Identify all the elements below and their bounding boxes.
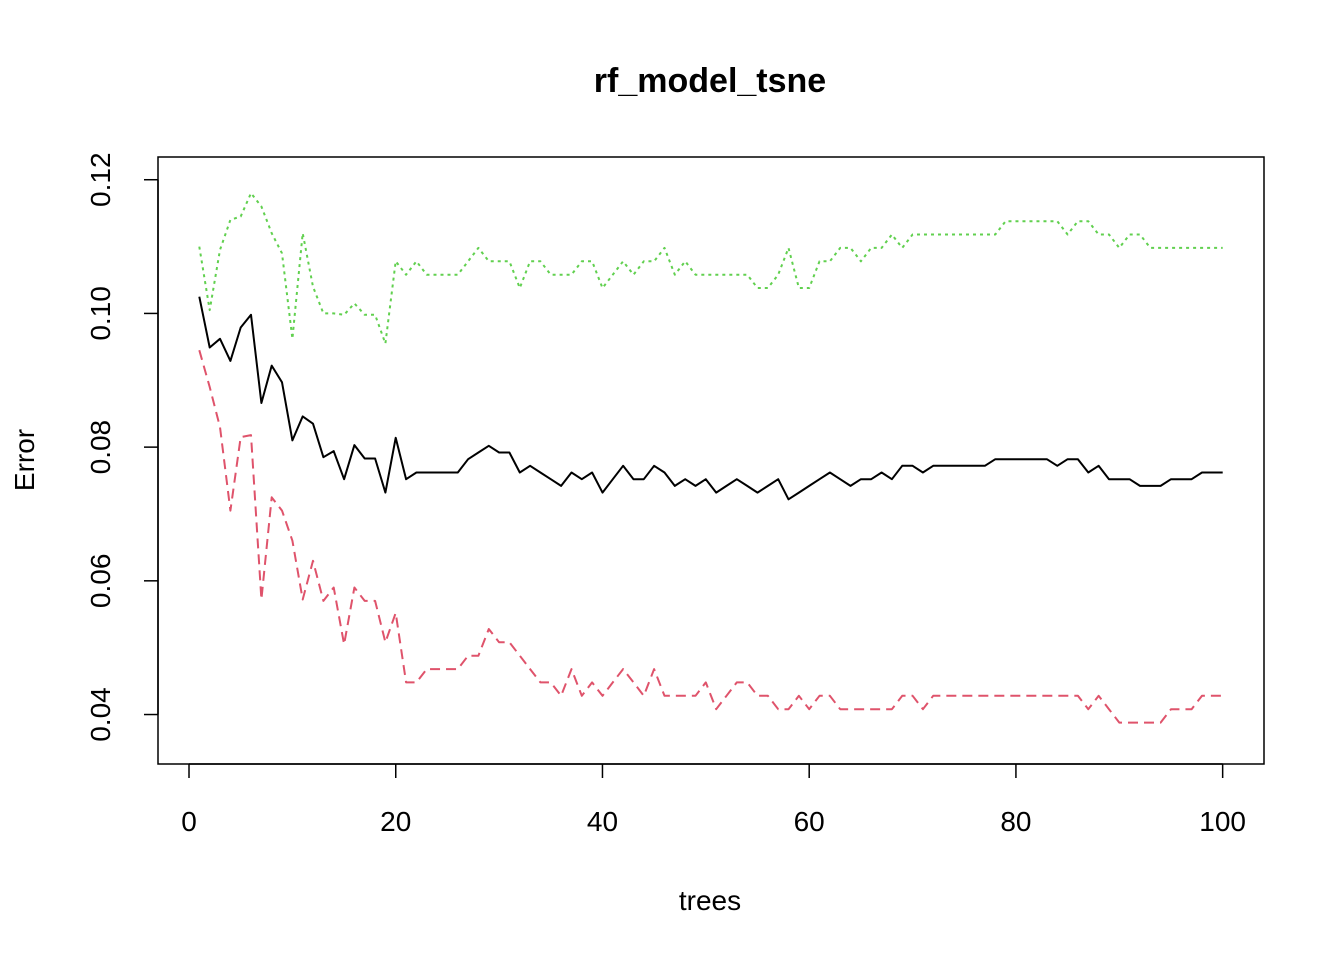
- x-tick-label: 40: [587, 806, 618, 837]
- x-tick-label: 20: [380, 806, 411, 837]
- series-line-2: [198, 349, 1223, 724]
- chart-title: rf_model_tsne: [594, 62, 826, 100]
- x-tick-label: 100: [1199, 806, 1246, 837]
- x-tick-label: 80: [1000, 806, 1031, 837]
- series-layer: [198, 192, 1223, 724]
- x-axis: 0 20 40 60 80 100: [181, 763, 1246, 837]
- y-tick-label: 0.10: [85, 286, 116, 341]
- y-tick-label: 0.08: [85, 420, 116, 475]
- x-axis-title: trees: [679, 885, 741, 916]
- y-axis-title: Error: [9, 429, 40, 491]
- series-line-3: [198, 192, 1223, 345]
- y-tick-label: 0.12: [85, 152, 116, 207]
- x-tick-label: 60: [794, 806, 825, 837]
- x-tick-label: 0: [181, 806, 197, 837]
- y-tick-label: 0.06: [85, 554, 116, 609]
- y-tick-label: 0.04: [85, 687, 116, 742]
- series-line-1: [198, 296, 1223, 501]
- y-axis: 0.04 0.06 0.08 0.10 0.12: [85, 152, 159, 742]
